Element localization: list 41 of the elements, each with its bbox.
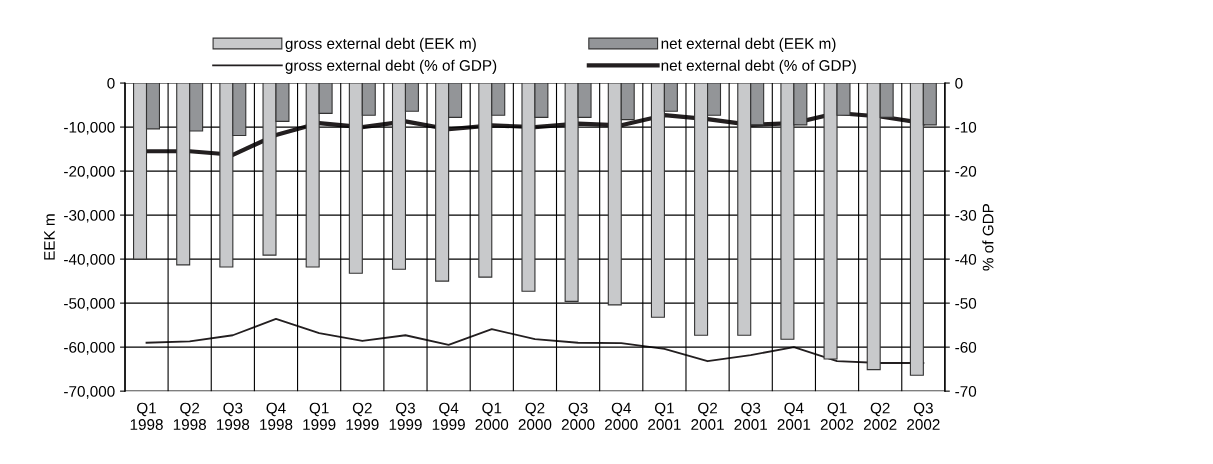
y2-axis-title: % of GDP — [982, 203, 994, 271]
x-tick-label: Q3 2001 — [734, 402, 767, 430]
legend-label: net external debt (EEK m) — [661, 37, 836, 52]
y-tick-label: -60,000 — [64, 342, 115, 355]
y-tick-label: -30,000 — [64, 209, 115, 223]
y2-tick-label: -50 — [955, 297, 977, 309]
x-tick-label: Q2 1998 — [173, 402, 207, 430]
x-tick-label: Q2 2000 — [518, 402, 552, 430]
x-tick-label: Q2 2002 — [863, 402, 897, 430]
x-tick-label: Q3 1998 — [217, 402, 250, 430]
x-tick-label: Q1 1998 — [130, 402, 163, 430]
y2-tick-label: -30 — [955, 209, 977, 221]
x-tick-label: Q3 1999 — [389, 402, 422, 430]
y-tick-label: -10,000 — [64, 121, 115, 135]
x-tick-label: Q1 2001 — [648, 402, 681, 430]
x-tick-label: Q2 2001 — [691, 402, 724, 430]
y-axis-title: EEK m — [44, 214, 55, 260]
x-tick-label: Q1 2000 — [475, 402, 509, 430]
y2-tick-label: -60 — [955, 342, 977, 353]
x-tick-label: Q3 2000 — [561, 402, 595, 430]
x-tick-label: Q1 2002 — [820, 402, 854, 430]
y-tick-label: -40,000 — [64, 253, 115, 267]
legend-label: gross external debt (EEK m) — [285, 37, 476, 53]
y2-tick-label: -70 — [955, 386, 977, 397]
x-tick-label: Q4 1999 — [432, 402, 465, 430]
x-tick-label: Q4 2000 — [605, 402, 638, 430]
legend-label: gross external debt (% of GDP) — [285, 59, 497, 74]
x-tick-label: Q4 1998 — [260, 402, 293, 430]
x-tick-label: Q3 2002 — [907, 402, 940, 430]
x-tick-label: Q1 1999 — [303, 402, 336, 430]
y-tick-label: 0 — [107, 77, 115, 89]
y2-tick-label: -40 — [955, 253, 977, 265]
y2-tick-label: -10 — [955, 121, 977, 133]
y-tick-label: -70,000 — [64, 386, 115, 399]
y-tick-label: -50,000 — [64, 297, 115, 311]
y2-tick-label: 0 — [955, 77, 963, 89]
x-tick-label: Q4 2001 — [777, 402, 811, 430]
y2-tick-label: -20 — [955, 165, 977, 177]
y-tick-label: -20,000 — [64, 165, 115, 179]
x-tick-label: Q2 1999 — [346, 402, 379, 430]
legend-label: net external debt (% of GDP) — [661, 59, 856, 74]
